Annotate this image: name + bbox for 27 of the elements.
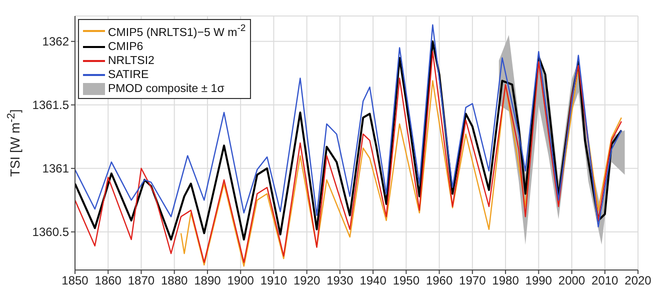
y-tick-label: 1360.5 [32,225,70,240]
x-tick-label: 2010 [592,274,619,288]
x-tick-label: 1890 [194,274,222,288]
legend-label: PMOD composite ± 1σ [108,82,224,96]
x-tick-label: 1960 [426,274,453,288]
x-tick-label: 1860 [94,274,122,288]
legend-label: SATIRE [108,68,149,82]
x-tick-label: 1980 [492,274,520,288]
x-tick-label: 2000 [558,274,586,288]
x-tick-label: 1880 [161,274,188,288]
legend-label: CMIP5 (NRLTS1)−5 W m$^{-2}$ [108,22,246,40]
x-tick-label: 1930 [326,274,354,288]
x-tick-label: 1940 [360,274,387,288]
y-tick-label: 1361 [42,162,70,176]
x-tick-label: 1970 [459,274,486,288]
x-tick-label: 2020 [624,274,652,288]
x-tick-label: 1870 [128,274,155,288]
x-tick-label: 1850 [62,274,89,288]
x-tick-label: 1910 [260,274,288,288]
y-tick-label: 1361.5 [32,98,70,112]
x-tick-label: 1900 [227,274,254,288]
x-tick-label: 1950 [392,274,420,288]
x-tick-label: 1920 [293,274,320,288]
y-tick-label: 1362 [42,34,70,49]
legend-label: CMIP6 [108,40,144,54]
x-tick-label: 1990 [525,274,552,288]
legend-label: NRLTSI2 [108,54,154,68]
